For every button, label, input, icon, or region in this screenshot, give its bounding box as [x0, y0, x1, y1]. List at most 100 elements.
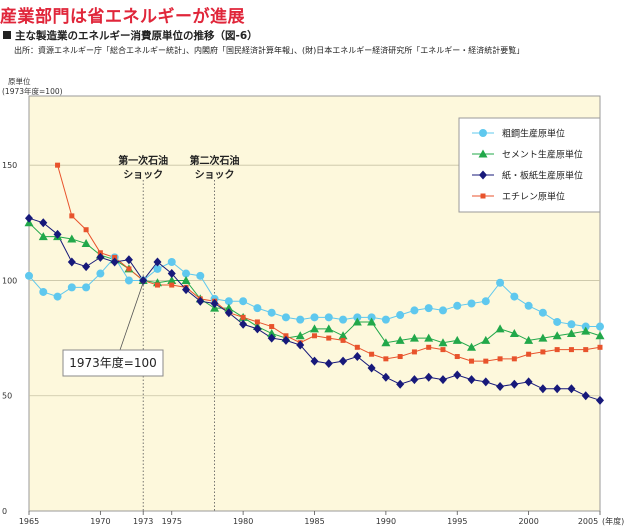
data-point — [381, 372, 390, 382]
data-point — [196, 271, 205, 280]
callout-text: 1973年度=100 — [69, 355, 157, 370]
data-point — [526, 351, 532, 357]
data-point — [340, 337, 346, 343]
data-point — [269, 324, 275, 330]
data-point — [453, 370, 462, 380]
data-point — [395, 335, 405, 344]
data-point — [467, 375, 476, 385]
data-point — [296, 315, 305, 324]
data-point — [467, 299, 476, 308]
data-point — [553, 384, 562, 394]
data-point — [353, 313, 362, 322]
data-point — [410, 375, 419, 385]
legend-label: エチレン原単位 — [502, 191, 565, 203]
data-point — [67, 283, 76, 292]
data-point — [25, 271, 33, 280]
data-point — [326, 335, 332, 341]
data-point — [339, 356, 348, 366]
data-point — [567, 384, 576, 394]
data-point — [424, 333, 434, 342]
data-point — [53, 292, 62, 301]
data-point — [96, 269, 105, 278]
x-axis-unit: (年度) — [602, 516, 624, 526]
y-axis-sublabel: (1973年度=100) — [2, 86, 63, 96]
data-point — [396, 311, 405, 320]
data-point — [196, 296, 205, 306]
data-point — [566, 328, 576, 337]
data-point — [53, 229, 62, 239]
source-note: 出所：資源エネルギー庁「総合エネルギー統計」、内閣府「国民経済計算年報」、(財)… — [14, 46, 525, 55]
data-point — [38, 232, 48, 241]
oil-shock-label: ショック — [195, 169, 235, 181]
y-tick-label: 0 — [2, 507, 7, 516]
data-point — [81, 239, 91, 248]
data-point — [338, 331, 348, 340]
y-tick-label: 150 — [2, 161, 17, 170]
data-point — [112, 254, 118, 260]
x-tick-label: 1975 — [162, 517, 182, 526]
data-point — [453, 301, 462, 310]
data-point — [467, 342, 477, 351]
data-point — [240, 314, 246, 320]
data-point — [568, 347, 574, 353]
data-point — [39, 287, 48, 296]
data-point — [126, 266, 132, 272]
data-point — [310, 313, 319, 322]
data-point — [224, 297, 233, 306]
data-point — [554, 347, 560, 353]
data-point — [438, 338, 448, 347]
data-point — [383, 356, 389, 362]
data-point — [169, 282, 175, 288]
data-point — [253, 324, 262, 334]
data-point — [478, 149, 488, 158]
data-point — [469, 358, 475, 364]
data-point — [540, 349, 546, 355]
data-point — [83, 227, 89, 233]
data-point — [396, 379, 405, 389]
subtitle-text: 主な製造業のエネルギー消費原単位の推移（図-6） — [15, 30, 258, 42]
x-tick-label: 1973 — [133, 517, 153, 526]
data-point — [479, 129, 487, 137]
callout-box — [62, 349, 164, 377]
y-axis-label: 原単位 — [8, 76, 31, 86]
legend-label: 紙・板紙生産原単位 — [502, 170, 583, 182]
data-point — [409, 333, 419, 342]
data-point — [324, 324, 334, 333]
data-point — [267, 308, 276, 317]
x-tick-label: 1990 — [376, 517, 396, 526]
data-point — [239, 319, 248, 329]
data-point — [181, 275, 191, 284]
data-point — [511, 356, 517, 362]
x-tick-label: 2005 — [578, 517, 598, 526]
data-point — [167, 275, 177, 284]
data-point — [553, 317, 562, 326]
data-point — [510, 292, 519, 301]
data-point — [353, 352, 362, 362]
x-tick-label: 1970 — [90, 517, 110, 526]
data-point — [267, 328, 277, 337]
data-point — [224, 303, 234, 312]
data-point — [281, 335, 290, 345]
data-point — [167, 269, 176, 279]
data-point — [254, 319, 260, 325]
data-point — [496, 278, 505, 287]
data-point — [310, 356, 319, 366]
data-point — [97, 250, 103, 256]
data-point — [67, 234, 77, 243]
x-tick-label: 1995 — [447, 517, 467, 526]
data-point — [397, 354, 403, 360]
oil-shock-label: 第一次石油 — [118, 154, 168, 167]
data-point — [426, 344, 432, 350]
data-point — [497, 356, 503, 362]
data-point — [538, 308, 547, 317]
data-point — [510, 379, 519, 389]
legend-label: セメント生産原単位 — [502, 149, 583, 161]
data-point — [182, 285, 191, 295]
data-point — [596, 322, 604, 331]
data-point — [67, 257, 76, 267]
data-point — [324, 313, 333, 322]
data-point — [538, 333, 548, 342]
data-point — [210, 299, 219, 308]
data-point — [538, 384, 547, 394]
data-point — [253, 304, 262, 313]
